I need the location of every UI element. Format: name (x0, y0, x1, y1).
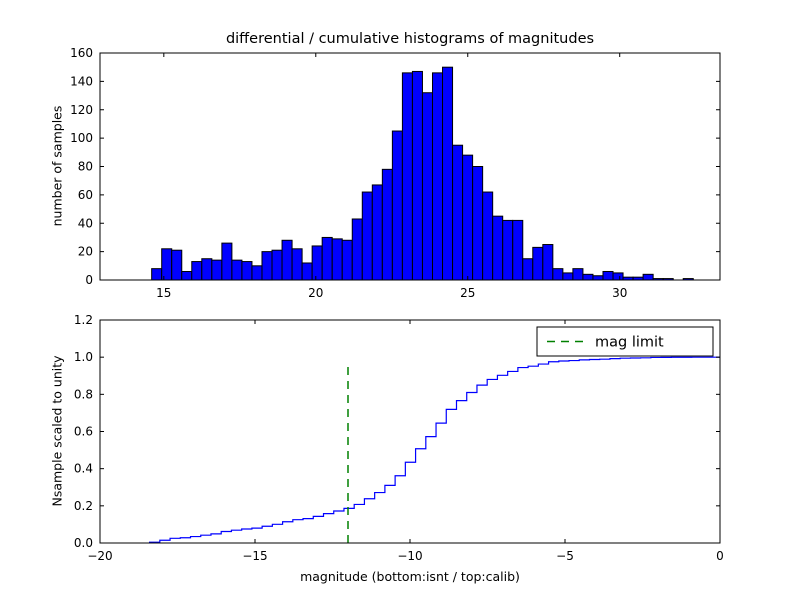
histogram-bar (421, 92, 433, 281)
histogram-bar (602, 270, 614, 281)
histogram-bar (592, 275, 604, 281)
y-tick-label: 1.0 (74, 350, 93, 364)
histogram-bar (251, 265, 263, 281)
y-tick-label: 100 (70, 131, 93, 145)
histogram-bar (301, 262, 313, 281)
x-tick-label: −10 (397, 549, 422, 563)
histogram-bar (442, 66, 454, 281)
y-tick-label: 1.2 (74, 313, 93, 327)
histogram-bar (261, 251, 273, 281)
histogram-bar (231, 259, 243, 281)
y-tick-label: 0.6 (74, 425, 93, 439)
x-tick-label: 0 (716, 549, 724, 563)
x-tick-label: 25 (460, 286, 475, 300)
histogram-bar (181, 270, 193, 281)
histogram-bar (542, 244, 554, 281)
histogram-bar (171, 249, 183, 281)
y-tick-label: 40 (78, 216, 93, 230)
y-tick-label: 160 (70, 46, 93, 60)
y-tick-label: 0.2 (74, 499, 93, 513)
histogram-bar (462, 154, 474, 281)
y-tick-label: 80 (78, 160, 93, 174)
y-tick-label: 140 (70, 74, 93, 88)
histogram-bar (482, 191, 494, 281)
x-tick-label: −15 (242, 549, 267, 563)
histogram-bar (411, 70, 423, 281)
histogram-bar (281, 239, 293, 281)
histogram-bar (271, 249, 283, 281)
histogram-bar (311, 245, 323, 281)
histogram-bar (211, 259, 223, 281)
histogram-bar (241, 261, 253, 281)
histogram-bar (391, 130, 403, 281)
top-y-axis-label: number of samples (49, 105, 65, 227)
histogram-bar (191, 261, 203, 281)
cumulative-line (149, 356, 720, 543)
histogram-bar (572, 268, 584, 281)
histogram-bar (401, 72, 413, 281)
legend-label: mag limit (595, 335, 664, 351)
histogram-bar (341, 239, 353, 281)
y-tick-label: 20 (78, 245, 93, 259)
histogram-bar (532, 246, 544, 281)
y-tick-label: 0 (85, 273, 93, 287)
histogram-bar (161, 248, 173, 281)
histogram-bar (452, 144, 464, 281)
histogram-bar (612, 272, 624, 281)
histogram-bar (221, 242, 233, 281)
y-tick-label: 120 (70, 103, 93, 117)
y-tick-label: 0.8 (74, 387, 93, 401)
histogram-bar (151, 268, 163, 281)
histogram-bar (361, 191, 373, 281)
y-tick-label: 0.4 (74, 462, 93, 476)
histogram-bar (512, 219, 524, 281)
x-tick-label: −5 (556, 549, 574, 563)
bottom-y-axis-label: Nsample scaled to unity (49, 355, 65, 507)
y-tick-label: 60 (78, 188, 93, 202)
x-tick-label: 15 (156, 286, 171, 300)
histogram-bar (522, 258, 534, 281)
y-tick-label: 0.0 (74, 536, 93, 550)
histogram-bar (492, 215, 504, 281)
legend-box (536, 326, 714, 357)
histogram-bar (351, 218, 363, 281)
histogram-bar (552, 268, 564, 281)
x-tick-label: −20 (87, 549, 112, 563)
histogram-bar (321, 236, 333, 281)
chart-title: differential / cumulative histograms of … (225, 31, 595, 47)
histogram-bar (331, 238, 343, 281)
histogram-bar (431, 72, 444, 281)
histogram-bar (562, 272, 574, 281)
histogram-bar (291, 248, 303, 281)
x-tick-label: 30 (612, 286, 627, 300)
histogram-bar (582, 273, 594, 281)
histogram-bar (642, 273, 654, 281)
histogram-bar (502, 219, 514, 281)
histogram-bar (472, 166, 484, 281)
bottom-x-axis-label: magnitude (bottom:isnt / top:calib) (300, 569, 520, 584)
histogram-bar (381, 168, 393, 281)
x-tick-label: 20 (308, 286, 323, 300)
histogram-bar (201, 258, 213, 281)
histogram-bar (371, 184, 383, 281)
